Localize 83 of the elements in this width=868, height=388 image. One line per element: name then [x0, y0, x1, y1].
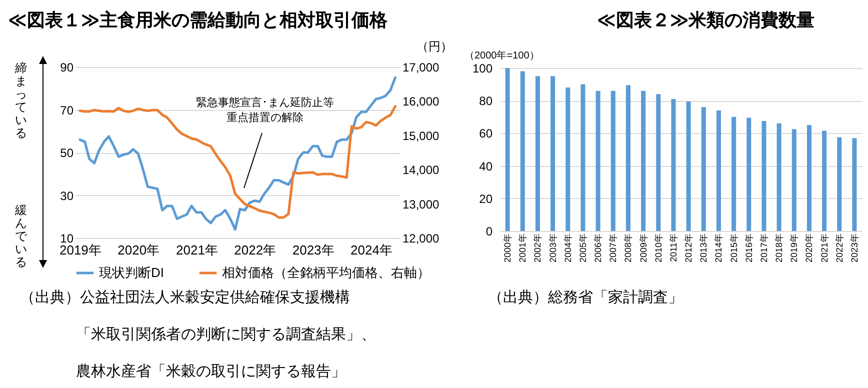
y-tick-label: 30 [60, 188, 74, 203]
x-tick-label: 2020年 [804, 234, 814, 263]
y-tick-label: 10 [60, 232, 74, 246]
bar [792, 129, 796, 231]
y-tick-label: 40 [479, 159, 493, 174]
bar [762, 120, 766, 231]
bar [596, 90, 600, 231]
x-tick-label: 2002年 [532, 234, 543, 263]
x-tick-label: 2020年 [118, 242, 160, 258]
x-tick-label: 2022年 [234, 242, 276, 258]
bar [837, 137, 842, 231]
x-tick-label: 2012年 [684, 234, 694, 263]
text: （出典）総務省「家計調査」 [488, 288, 684, 308]
y2-tick-label: 12,000 [402, 232, 440, 246]
bar [822, 130, 827, 231]
x-tick-label: 2019年 [789, 234, 800, 263]
y-axis-title: （2000年=100） [464, 50, 540, 62]
x-tick-label: 2004年 [562, 234, 573, 263]
y-tick-label: 50 [60, 146, 74, 160]
chart-title: ≪図表１≫主食用米の需給動向と相対取引価格 [8, 9, 388, 32]
x-tick-label: 2008年 [623, 234, 634, 263]
bar [656, 94, 661, 231]
bar [776, 123, 782, 231]
bar [550, 76, 556, 231]
x-tick-label: 2009年 [638, 234, 648, 263]
x-tick-label: 2024年 [350, 242, 392, 258]
bar [686, 101, 691, 231]
line-series [78, 76, 396, 231]
bar [746, 118, 752, 231]
y2-tick-label: 15,000 [402, 128, 440, 143]
y-tick-label: 80 [479, 94, 493, 108]
y2-tick-label: 17,000 [402, 60, 440, 74]
x-tick-label: 2017年 [758, 234, 769, 263]
bar [535, 76, 540, 231]
bar [732, 116, 736, 231]
legend-label: 現状判断DI [99, 265, 164, 280]
bar [610, 90, 616, 231]
y2-tick-label: 14,000 [402, 163, 440, 178]
y-tick-label: 90 [60, 60, 74, 74]
x-tick-label: 2015年 [728, 234, 739, 263]
bar [505, 68, 510, 231]
bar [580, 84, 586, 231]
x-tick-label: 2013年 [698, 234, 709, 263]
x-tick-label: 2019年 [59, 242, 102, 258]
bar [520, 71, 525, 231]
legend-label: 相対価格（全銘柄平均価格、右軸） [222, 265, 430, 280]
bar [566, 88, 570, 231]
chart-title: ≪図表２≫米類の消費数量 [597, 9, 815, 32]
bar [716, 110, 721, 231]
x-tick-label: 2023年 [849, 234, 860, 263]
x-tick-label: 2001年 [518, 234, 528, 263]
x-tick-label: 2007年 [608, 234, 618, 263]
text: 緩んでいる [14, 203, 28, 269]
y-tick-label: 0 [486, 224, 493, 238]
bar [852, 138, 857, 231]
x-tick-label: 2010年 [653, 234, 664, 263]
x-tick-label: 2021年 [819, 234, 830, 263]
y2-tick-label: 13,000 [402, 197, 440, 212]
y2-axis-title: （円） [416, 40, 452, 54]
y2-tick-label: 16,000 [402, 94, 440, 109]
y-tick-label: 20 [479, 192, 493, 206]
x-tick-label: 2000年 [502, 234, 513, 263]
text: （出典）公益社団法人米穀安定供給確保支援機構「米取引関係者の判断に関する調査結果」、農林水産省「米穀の取引に関する報告」 [20, 290, 376, 380]
x-tick-label: 2022年 [834, 234, 844, 263]
x-tick-label: 2016年 [744, 234, 754, 263]
x-tick-label: 2023年 [292, 242, 334, 258]
x-tick-label: 2006年 [593, 234, 604, 263]
bar [671, 98, 676, 231]
x-tick-label: 2014年 [714, 234, 724, 263]
x-tick-label: 2018年 [774, 234, 784, 263]
bar [626, 85, 630, 231]
x-tick-label: 2005年 [578, 234, 588, 263]
y-tick-label: 70 [60, 103, 74, 118]
bar [641, 90, 646, 231]
annotation: 緊急事態宣言･まん延防止等重点措置の解除 [196, 96, 334, 126]
bar [701, 107, 706, 231]
bar [806, 125, 812, 231]
x-tick-label: 2011年 [668, 234, 678, 262]
y-tick-label: 100 [472, 62, 493, 76]
text: 締まっている [14, 61, 28, 140]
x-tick-label: 2021年 [176, 242, 218, 258]
y-tick-label: 60 [479, 126, 493, 141]
x-tick-label: 2003年 [548, 234, 558, 263]
